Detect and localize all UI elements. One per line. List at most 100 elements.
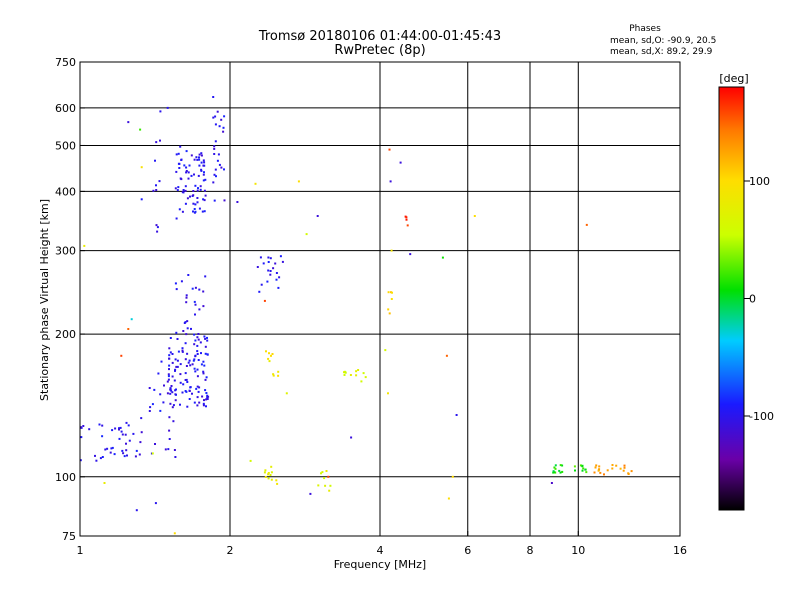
data-point: [213, 173, 216, 176]
data-point: [139, 441, 142, 444]
data-point: [205, 398, 208, 401]
data-point: [163, 384, 165, 387]
x-tick-label: 8: [527, 544, 534, 557]
data-point: [595, 464, 598, 467]
data-point: [178, 208, 181, 211]
data-point: [447, 497, 450, 500]
data-point: [573, 465, 576, 468]
data-point: [127, 424, 130, 427]
data-point: [167, 448, 170, 451]
data-point: [173, 379, 176, 382]
data-point: [101, 424, 104, 427]
data-point: [186, 405, 189, 408]
data-point: [196, 201, 199, 204]
x-tick-label: 2: [227, 544, 234, 557]
data-point: [177, 350, 180, 353]
data-point: [272, 374, 275, 377]
data-point: [214, 168, 217, 171]
data-point: [171, 361, 174, 364]
data-point: [135, 449, 138, 452]
data-points: [79, 96, 633, 535]
data-point: [213, 147, 216, 150]
data-point: [118, 428, 120, 431]
data-point: [187, 361, 190, 364]
data-point: [191, 287, 194, 290]
data-point: [204, 337, 207, 340]
data-point: [387, 308, 390, 311]
data-point: [172, 404, 175, 407]
data-point: [194, 286, 197, 289]
y-tick-label: 300: [55, 245, 76, 258]
data-point: [202, 159, 205, 162]
data-point: [198, 158, 201, 161]
data-point: [200, 169, 203, 172]
data-point: [151, 452, 154, 455]
data-point: [127, 328, 130, 330]
data-point: [405, 218, 408, 221]
data-point: [213, 145, 216, 148]
data-point: [188, 398, 191, 400]
data-point: [193, 300, 196, 303]
data-point: [190, 154, 193, 157]
y-tick-label: 75: [62, 530, 76, 543]
data-point: [196, 404, 199, 407]
data-point: [350, 436, 353, 439]
data-point: [182, 189, 185, 191]
data-point: [154, 502, 157, 505]
data-point: [120, 354, 123, 357]
data-point: [611, 467, 614, 470]
data-point: [275, 278, 278, 281]
chart-title: Tromsø 20180106 01:44:00-01:45:43: [258, 29, 501, 44]
data-point: [168, 357, 171, 360]
data-point: [196, 353, 199, 355]
data-point: [276, 482, 279, 485]
data-point: [260, 283, 263, 286]
data-point: [192, 359, 195, 362]
data-point: [220, 166, 223, 169]
data-point: [189, 386, 192, 389]
data-point: [272, 373, 275, 376]
data-point: [164, 448, 167, 451]
data-point: [574, 469, 576, 472]
data-point: [585, 471, 588, 474]
data-point: [168, 429, 171, 432]
data-point: [223, 199, 226, 202]
data-point: [213, 153, 216, 155]
data-point: [206, 398, 209, 400]
data-point: [581, 464, 584, 467]
data-point: [184, 189, 187, 192]
data-point: [206, 353, 209, 356]
data-point: [593, 471, 596, 474]
data-point: [256, 266, 259, 268]
data-point: [122, 452, 125, 455]
data-point: [189, 195, 191, 198]
legend-title: Phases: [629, 24, 661, 34]
data-point: [186, 381, 189, 383]
data-point: [552, 471, 555, 474]
data-point: [155, 141, 158, 144]
data-point: [197, 333, 200, 335]
data-point: [156, 226, 159, 229]
data-point: [597, 469, 600, 472]
data-point: [181, 349, 184, 352]
data-point: [177, 152, 180, 155]
data-point: [203, 189, 206, 192]
y-tick-label: 500: [55, 139, 76, 152]
data-point: [173, 449, 176, 451]
data-point: [184, 358, 187, 361]
data-point: [206, 336, 208, 339]
data-point: [554, 464, 557, 467]
data-point: [185, 171, 188, 174]
data-point: [206, 339, 209, 342]
data-point: [104, 448, 107, 451]
data-point: [204, 275, 207, 278]
data-point: [254, 182, 257, 185]
data-point: [159, 139, 161, 142]
data-point: [175, 170, 178, 173]
data-point: [140, 166, 143, 169]
data-point: [83, 244, 86, 247]
data-point: [561, 470, 564, 473]
data-point: [192, 202, 195, 205]
data-point: [148, 410, 151, 412]
colorbar: [718, 86, 745, 511]
